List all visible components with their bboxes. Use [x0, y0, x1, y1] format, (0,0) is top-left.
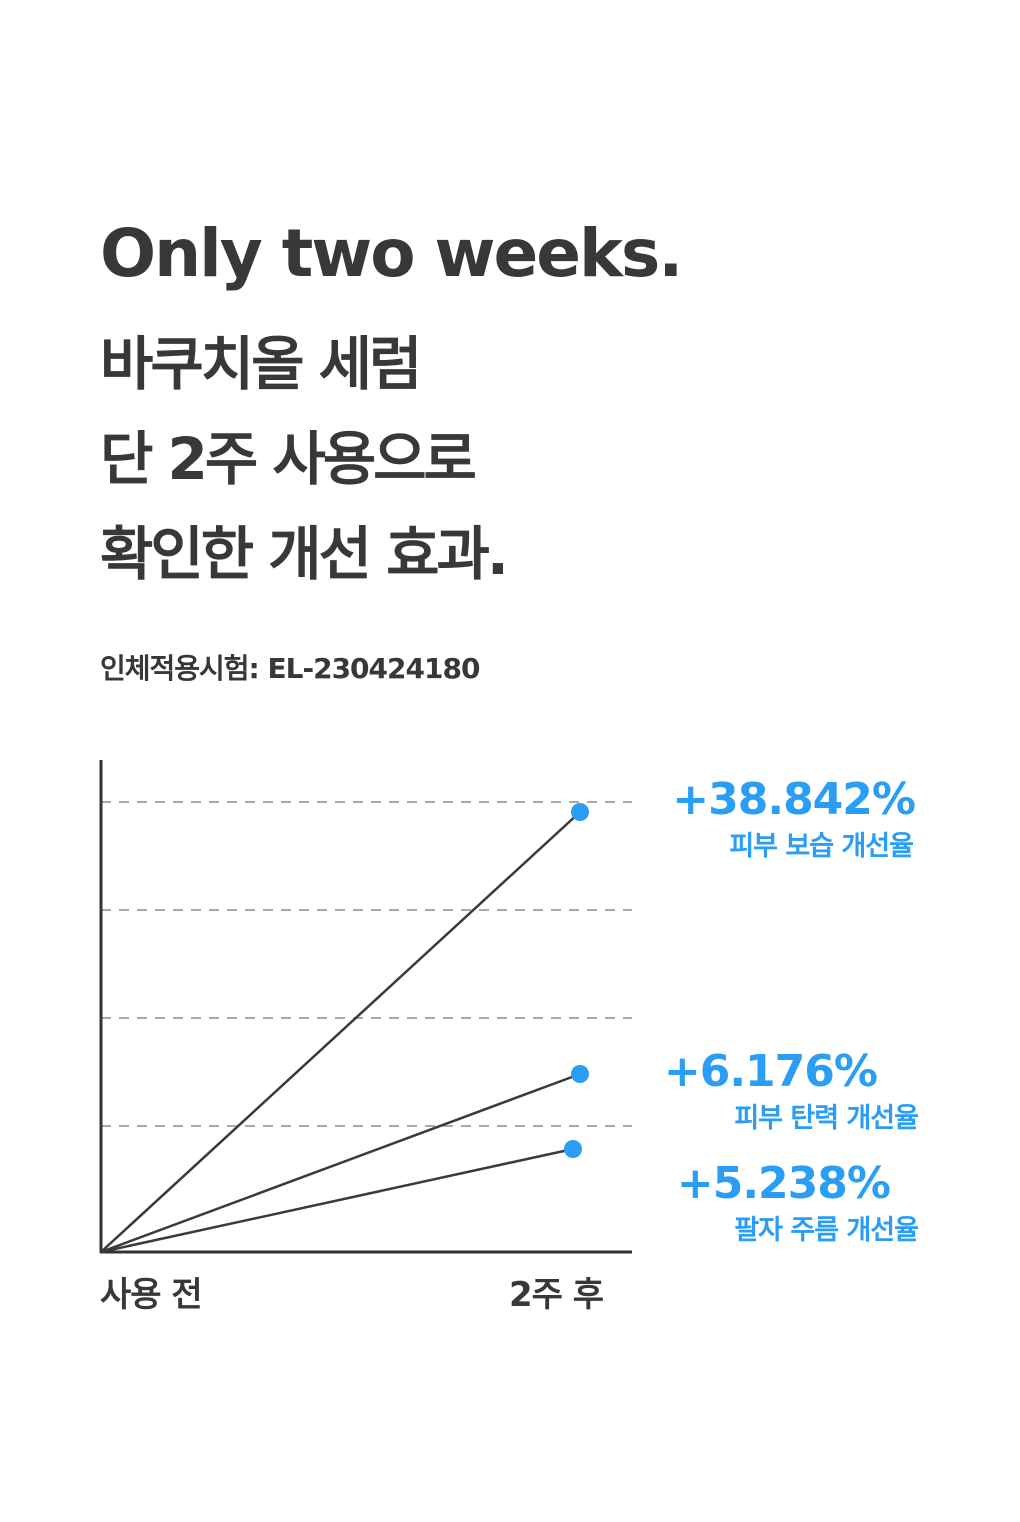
trend-line	[100, 811, 581, 1253]
value-label: +6.176%	[664, 1046, 877, 1097]
dot	[564, 1140, 582, 1158]
item-label: 피부 탄력 개선율	[734, 1103, 918, 1134]
trend-line	[100, 1147, 574, 1254]
headline: 단 2주 사용으로	[100, 425, 476, 493]
item-label: 팔자 주름 개선율	[734, 1215, 918, 1246]
value-label: +5.238%	[677, 1158, 890, 1209]
headline: 확인한 개선 효과.	[100, 520, 506, 588]
x-label: 사용 전	[100, 1275, 202, 1315]
headline: 바쿠치올 세럼	[100, 330, 419, 398]
value-label: +38.842%	[672, 774, 915, 825]
item-label: 피부 보습 개선율	[729, 831, 913, 862]
trend-lines	[100, 811, 581, 1254]
grid	[101, 801, 632, 1127]
trend-line	[100, 1072, 581, 1254]
dot	[571, 803, 589, 821]
dot	[571, 1065, 589, 1083]
subtitle: 인체적용시험: EL-230424180	[100, 652, 480, 685]
x-label: 2주 후	[509, 1275, 604, 1315]
title: Only two weeks.	[100, 215, 681, 292]
